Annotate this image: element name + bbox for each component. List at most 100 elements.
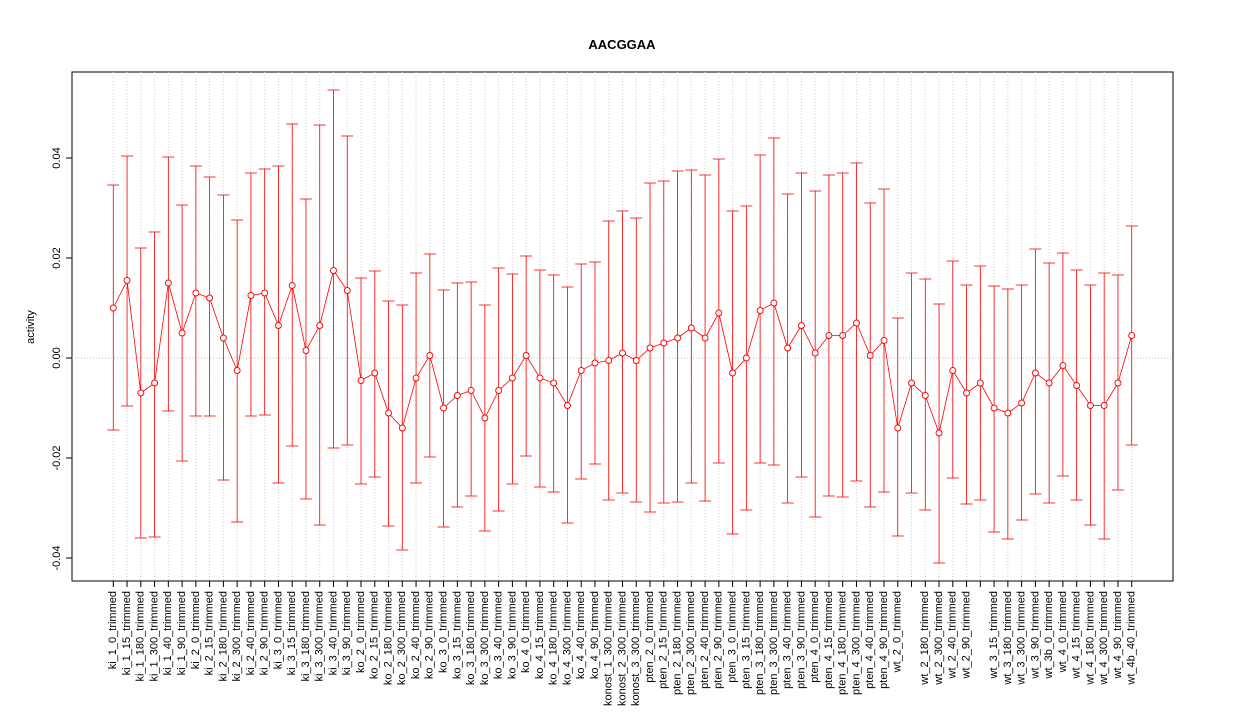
x-tick-label: pten_3_180_trimmed	[754, 591, 766, 695]
y-tick-label: 0.02	[51, 247, 63, 268]
x-tick-label: wt_4_15_trimmed	[1071, 591, 1083, 679]
point	[756, 307, 764, 314]
point	[164, 279, 172, 287]
point	[481, 414, 489, 422]
x-tick-label: pten_2_300_trimmed	[685, 591, 697, 695]
x-tick-label: ko_4_300_trimmed	[561, 591, 573, 685]
x-tick-label: ko_4_90_trimmed	[589, 591, 601, 679]
point	[192, 289, 200, 297]
point	[701, 334, 709, 342]
x-tick-label: pten_2_90_trimmed	[713, 591, 725, 689]
point	[921, 392, 929, 399]
x-tick-label: pten_2_180_trimmed	[671, 591, 683, 695]
point	[330, 267, 337, 274]
x-tick-label: wt_4b_40_trimmed	[1126, 591, 1138, 686]
point	[963, 389, 971, 397]
point	[412, 374, 420, 382]
x-tick-label: ki_2_90_trimmed	[259, 591, 271, 675]
x-tick-label: ko_2_180_trimmed	[382, 591, 394, 685]
x-tick-label: ki_3_0_trimmed	[272, 591, 284, 669]
point	[1073, 382, 1081, 389]
point	[219, 334, 227, 342]
x-tick-label: ki_1_180_trimmed	[135, 591, 147, 682]
x-tick-label: ko_2_0_trimmed	[355, 591, 367, 673]
point	[949, 367, 957, 374]
point	[137, 389, 145, 397]
x-tick-label: pten_4_15_trimmed	[823, 591, 835, 689]
point	[577, 367, 585, 374]
point	[398, 424, 406, 432]
point	[316, 322, 324, 329]
x-tick-label: pten_4_0_trimmed	[809, 591, 821, 683]
x-tick-label: konost_3_300_trimmed	[630, 591, 642, 706]
point	[247, 292, 255, 299]
x-tick-label: ko_4_0_trimmed	[520, 591, 532, 673]
point	[797, 322, 805, 329]
point	[1031, 369, 1039, 377]
x-tick-label: ko_3_15_trimmed	[451, 591, 463, 679]
x-tick-label: pten_4_90_trimmed	[878, 591, 890, 689]
y-tick-label: 0.00	[51, 347, 63, 368]
x-tick-label: pten_4_180_trimmed	[837, 591, 849, 695]
point	[990, 404, 998, 412]
point	[591, 359, 599, 367]
y-tick-label: 0.04	[51, 147, 63, 168]
point	[261, 289, 269, 297]
point	[1059, 362, 1067, 369]
point	[619, 349, 626, 357]
x-tick-label: wt_4_300_trimmed	[1098, 591, 1110, 686]
x-tick-label: ko_4_40_trimmed	[575, 591, 587, 679]
point	[646, 344, 654, 352]
point	[564, 402, 571, 409]
point	[880, 337, 888, 344]
point	[770, 299, 778, 307]
point	[233, 367, 241, 374]
x-tick-label: ko_2_40_trimmed	[410, 591, 422, 679]
x-tick-label: pten_3_40_trimmed	[782, 591, 794, 689]
x-tick-label: konost_1_300_trimmed	[603, 591, 615, 706]
point	[742, 354, 750, 362]
x-tick-label: pten_3_0_trimmed	[727, 591, 739, 683]
x-tick-label: pten_2_15_trimmed	[658, 591, 670, 689]
x-tick-label: wt_3b_0_trimmed	[1043, 591, 1055, 679]
x-tick-label: ki_2_0_trimmed	[190, 591, 202, 669]
point	[1018, 399, 1026, 407]
point	[1114, 379, 1122, 387]
point	[853, 319, 860, 327]
x-tick-label: pten_2_0_trimmed	[644, 591, 656, 683]
y-tick-label: -0.04	[51, 545, 63, 570]
x-tick-label: ko_3_40_trimmed	[493, 591, 505, 679]
x-tick-label: ko_3_90_trimmed	[506, 591, 518, 679]
point	[302, 347, 310, 354]
x-tick-label: pten_3_90_trimmed	[795, 591, 807, 689]
point	[426, 352, 434, 359]
x-tick-label: ki_3_180_trimmed	[300, 591, 312, 682]
point	[467, 387, 475, 394]
x-tick-label: ko_2_90_trimmed	[424, 591, 436, 679]
point	[371, 369, 379, 377]
x-tick-label: ki_3_90_trimmed	[341, 591, 353, 675]
x-tick-label: ki_1_40_trimmed	[162, 591, 174, 675]
x-tick-label: ki_2_300_trimmed	[231, 591, 243, 682]
x-tick-label: wt_3_300_trimmed	[1016, 591, 1028, 686]
x-tick-label: pten_2_40_trimmed	[699, 591, 711, 689]
point	[715, 309, 723, 317]
point	[1045, 379, 1053, 387]
point	[935, 429, 943, 437]
x-tick-label: ko_4_180_trimmed	[548, 591, 560, 685]
chart-title: AACGGAA	[588, 37, 656, 52]
x-tick-label: ko_4_15_trimmed	[534, 591, 546, 679]
x-tick-label: wt_2_300_trimmed	[933, 591, 945, 686]
x-tick-label: ki_1_0_trimmed	[107, 591, 119, 669]
point	[522, 352, 530, 359]
point	[1100, 402, 1108, 409]
point	[288, 282, 296, 289]
point	[894, 424, 902, 432]
point	[151, 379, 159, 387]
x-tick-label: ki_3_15_trimmed	[286, 591, 298, 675]
point	[1086, 402, 1094, 409]
x-tick-label: wt_4_90_trimmed	[1112, 591, 1124, 679]
point	[908, 379, 915, 387]
x-tick-label: wt_2_90_trimmed	[960, 591, 972, 679]
